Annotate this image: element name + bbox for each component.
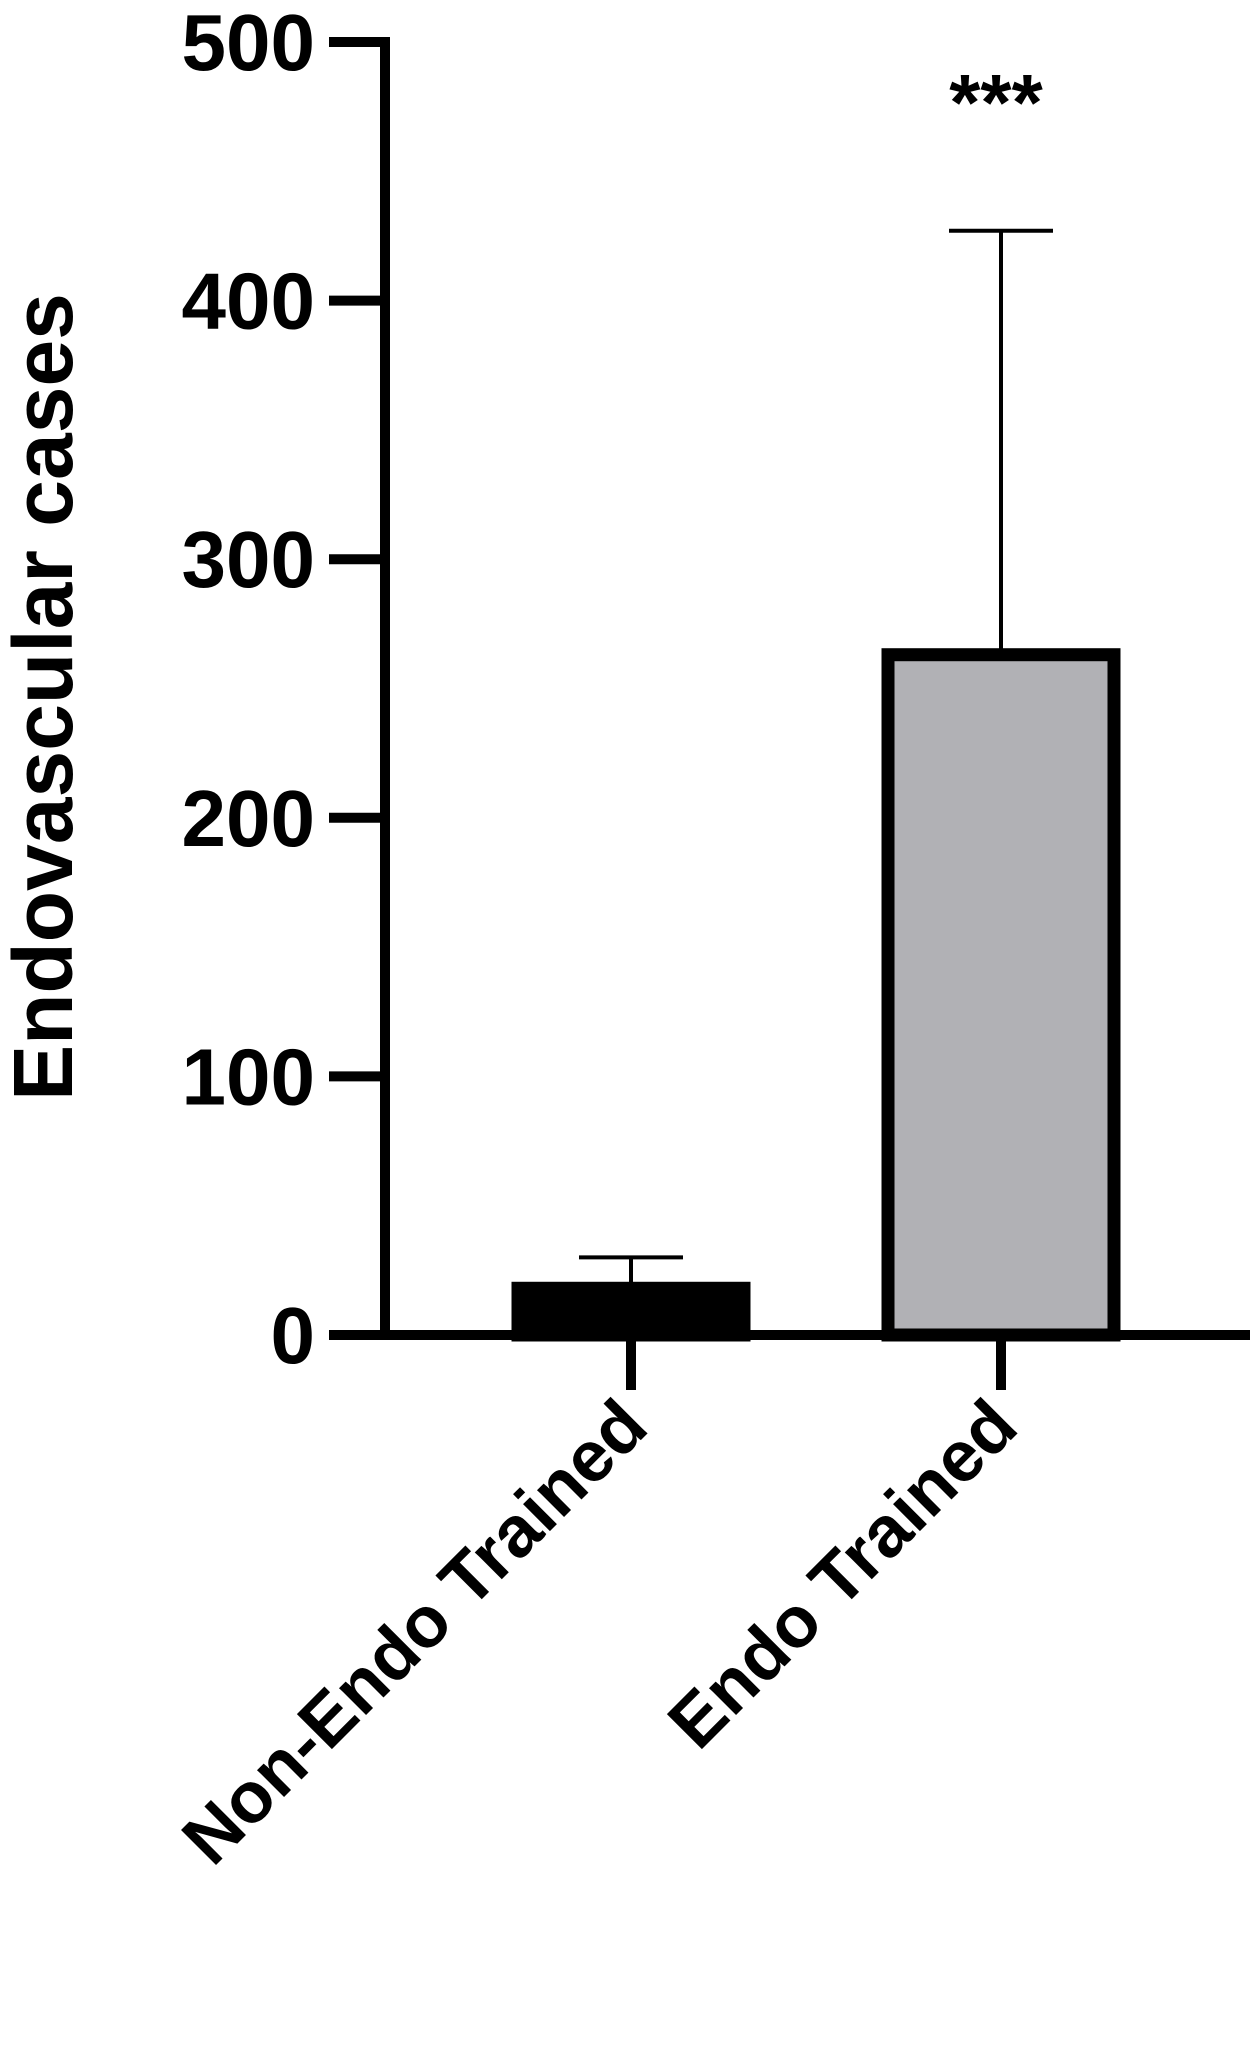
x-tick-label: Non-Endo Trained: [167, 1385, 662, 1880]
y-tick-label: 300: [182, 515, 315, 604]
y-tick-label: 200: [182, 774, 315, 863]
significance-marker: ***: [949, 58, 1043, 147]
y-axis-label: Endovascular cases: [0, 293, 90, 1101]
x-tick-label: Endo Trained: [653, 1385, 1032, 1764]
y-tick-label: 0: [271, 1291, 316, 1380]
y-tick-label: 400: [182, 257, 315, 346]
bar: [881, 648, 1121, 1342]
bar: [511, 1281, 751, 1342]
y-tick-label: 100: [182, 1032, 315, 1121]
y-tick-label: 500: [182, 0, 315, 87]
